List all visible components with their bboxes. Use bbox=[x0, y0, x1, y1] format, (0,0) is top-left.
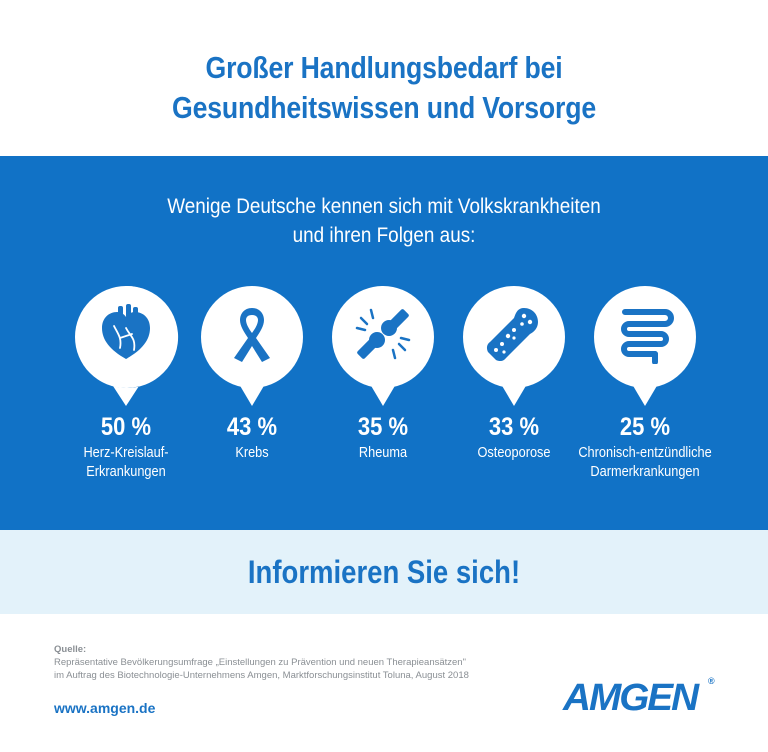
source-line-2: im Auftrag des Biotechnologie-Unternehme… bbox=[54, 670, 469, 681]
subtitle-line-1: Wenige Deutsche kennen sich mit Volkskra… bbox=[167, 195, 601, 218]
label-line-1: Herz-Kreislauf- bbox=[83, 445, 169, 461]
icon-bubble bbox=[199, 284, 305, 409]
icon-bubble bbox=[461, 284, 567, 409]
disease-label: Chronisch-entzündliche Darmerkrankungen bbox=[566, 444, 724, 482]
ribbon-icon bbox=[234, 308, 270, 362]
source-heading: Quelle: bbox=[54, 644, 87, 655]
registered-mark: ® bbox=[708, 676, 715, 686]
disease-label: Rheuma bbox=[304, 444, 462, 463]
icon-bubble bbox=[330, 284, 436, 409]
disease-label: Osteoporose bbox=[435, 444, 593, 463]
percent-value: 50 % bbox=[100, 413, 152, 441]
amgen-logo: AMGEN bbox=[563, 677, 699, 719]
label-line-2: Darmerkrankungen bbox=[590, 464, 700, 480]
label-line-2: Erkrankungen bbox=[86, 464, 166, 480]
source-note: Quelle: Repräsentative Bevölkerungsumfra… bbox=[54, 643, 574, 682]
label-line-1: Osteoporose bbox=[477, 445, 551, 461]
bone-icon bbox=[486, 308, 538, 362]
intestine-icon bbox=[621, 309, 674, 364]
heart-icon bbox=[102, 304, 150, 359]
icon-bubble bbox=[592, 284, 698, 409]
band-subtitle: Wenige Deutsche kennen sich mit Volkskra… bbox=[38, 192, 729, 250]
statistics-band: Wenige Deutsche kennen sich mit Volkskra… bbox=[0, 156, 768, 530]
percent-value: 35 % bbox=[357, 413, 409, 441]
percent-value: 43 % bbox=[226, 413, 278, 441]
website-link[interactable]: www.amgen.de bbox=[54, 700, 156, 716]
disease-items: 50 % Herz-Kreislauf- Erkrankungen 43 % K… bbox=[0, 284, 768, 514]
cta-text: Informieren Sie sich! bbox=[247, 554, 521, 590]
page-title: Großer Handlungsbedarf bei Gesundheitswi… bbox=[54, 48, 714, 128]
icon-bubble bbox=[73, 284, 179, 409]
label-line-1: Rheuma bbox=[358, 445, 408, 461]
percent-value: 33 % bbox=[488, 413, 540, 441]
disease-label: Krebs bbox=[173, 444, 331, 463]
disease-label: Herz-Kreislauf- Erkrankungen bbox=[47, 444, 205, 482]
title-line-2: Gesundheitswissen und Vorsorge bbox=[172, 90, 596, 125]
percent-value: 25 % bbox=[619, 413, 671, 441]
cta-band: Informieren Sie sich! bbox=[0, 530, 768, 614]
label-line-1: Chronisch-entzündliche bbox=[578, 445, 712, 461]
joint-icon bbox=[355, 308, 411, 360]
subtitle-line-2: und ihren Folgen aus: bbox=[292, 224, 476, 247]
source-line-1: Repräsentative Bevölkerungsumfrage „Eins… bbox=[54, 657, 466, 668]
title-line-1: Großer Handlungsbedarf bei bbox=[205, 50, 563, 85]
label-line-1: Krebs bbox=[235, 445, 269, 461]
